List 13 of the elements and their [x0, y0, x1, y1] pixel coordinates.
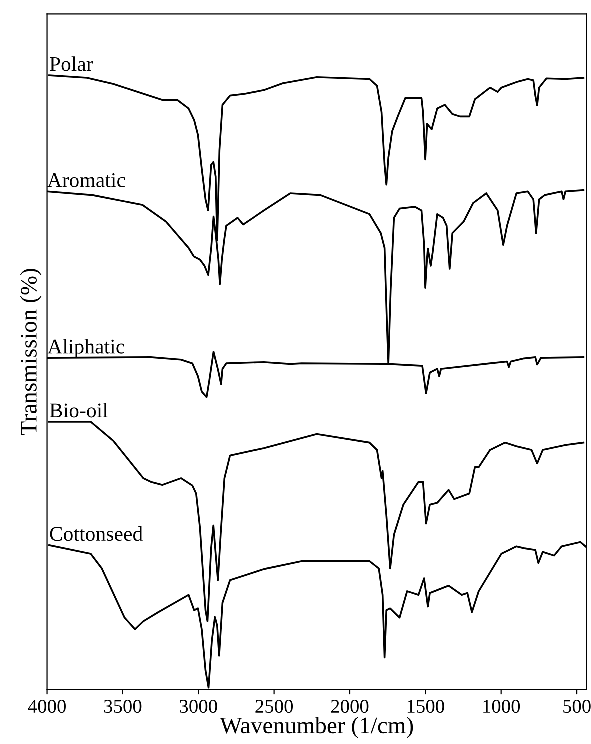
x-tick-label: 3000 [180, 700, 218, 714]
x-tick-label: 500 [564, 700, 591, 714]
x-tick-label: 4000 [28, 700, 66, 714]
series-label: Polar [50, 56, 94, 72]
x-tick-label: 1000 [484, 700, 520, 714]
x-tick-label: 3500 [104, 700, 142, 714]
x-tick-label: 1500 [408, 700, 444, 714]
series-label: Bio-oil [50, 403, 108, 418]
y-axis-title: Transmission (%) [20, 269, 42, 436]
x-tick-label: 2000 [331, 700, 369, 714]
x-tick-label: 2500 [256, 700, 294, 714]
series-label: Cottonseed [50, 526, 143, 542]
x-axis-title: Wavenumber (1/cm) [220, 717, 414, 738]
